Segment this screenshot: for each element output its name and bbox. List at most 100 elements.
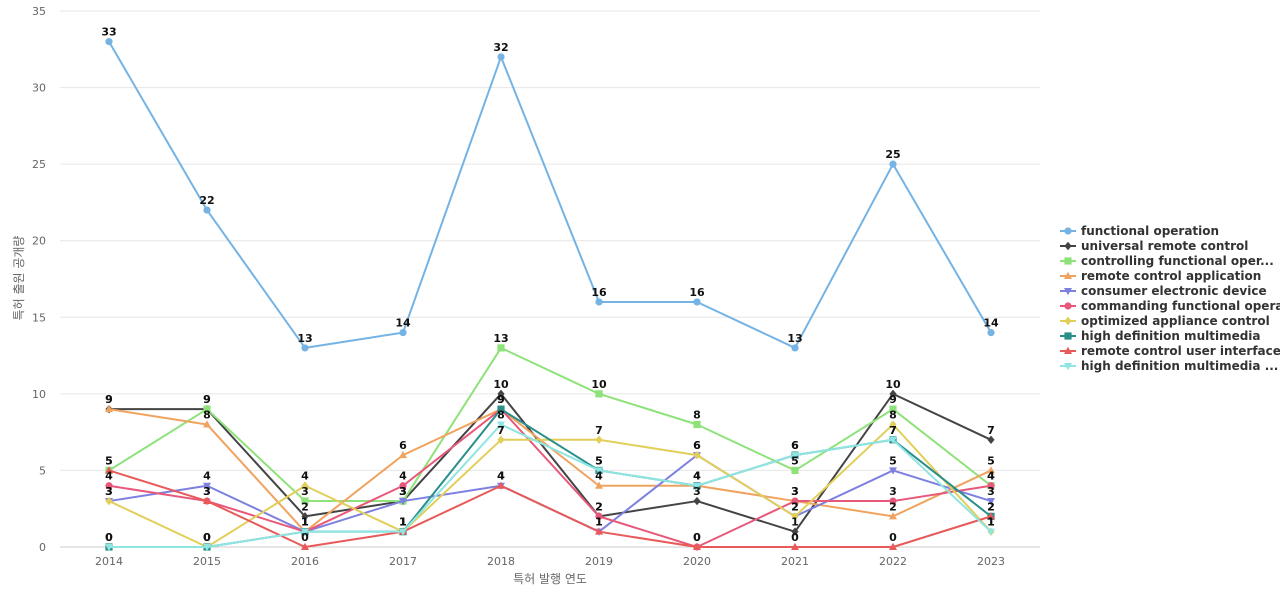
data-point — [105, 496, 113, 506]
x-tick-label: 2019 — [585, 555, 613, 568]
data-point — [399, 450, 407, 459]
data-point — [595, 390, 603, 398]
data-point — [889, 420, 897, 429]
data-label: 0 — [105, 531, 113, 544]
data-label: 1 — [399, 516, 407, 529]
data-label: 1 — [399, 516, 407, 529]
data-label: 0 — [105, 531, 113, 544]
legend-marker — [1064, 257, 1072, 265]
data-label: 3 — [203, 485, 211, 498]
x-tick-label: 2022 — [879, 555, 907, 568]
x-tick-label: 2017 — [389, 555, 417, 568]
data-point — [301, 481, 309, 490]
data-point — [203, 496, 211, 505]
data-label: 8 — [889, 408, 897, 421]
series-line — [108, 454, 992, 533]
data-label: 9 — [497, 393, 505, 406]
data-label: 8 — [693, 408, 701, 421]
data-label: 10 — [493, 378, 509, 391]
legend-item[interactable]: universal remote control — [1060, 239, 1248, 253]
data-point — [987, 498, 995, 506]
legend-marker — [1064, 227, 1072, 235]
series-10 — [105, 421, 995, 552]
data-point — [987, 528, 995, 536]
legend-item[interactable]: high definition multimedia ... — [1060, 359, 1278, 373]
data-label: 3 — [105, 485, 113, 498]
data-point — [497, 53, 505, 61]
data-label: 0 — [889, 531, 897, 544]
y-tick-label: 30 — [32, 82, 46, 95]
legend-label: consumer electronic device — [1081, 284, 1267, 298]
data-label: 2 — [889, 500, 897, 513]
data-label: 5 — [595, 454, 603, 467]
y-tick-label: 10 — [32, 388, 46, 401]
data-label: 6 — [791, 439, 799, 452]
data-point — [105, 404, 113, 413]
data-label: 1 — [301, 516, 309, 529]
data-label: 0 — [693, 531, 701, 544]
y-axis-title: 특허 출원 공개량 — [12, 236, 26, 321]
data-point — [791, 452, 799, 460]
data-point — [105, 38, 113, 46]
data-label: 14 — [983, 317, 999, 330]
data-point — [497, 435, 505, 444]
data-label: 3 — [399, 485, 407, 498]
data-label: 5 — [595, 454, 603, 467]
data-label: 0 — [203, 531, 211, 544]
data-label: 4 — [301, 470, 309, 483]
data-label: 4 — [105, 470, 113, 483]
y-tick-label: 5 — [39, 464, 46, 477]
legend-item[interactable]: remote control application — [1060, 269, 1261, 283]
data-label: 10 — [885, 378, 901, 391]
data-label: 1 — [791, 516, 799, 529]
data-point — [693, 420, 701, 429]
legend-label: functional operation — [1081, 224, 1219, 238]
y-tick-label: 20 — [32, 235, 46, 248]
data-label: 3 — [791, 485, 799, 498]
data-label: 1 — [595, 516, 603, 529]
legend-item[interactable]: commanding functional opera... — [1060, 299, 1280, 313]
data-label: 5 — [889, 454, 897, 467]
series-8 — [105, 405, 995, 551]
legend-item[interactable]: consumer electronic device — [1060, 284, 1267, 298]
data-point — [595, 512, 603, 520]
data-label: 4 — [693, 470, 701, 483]
legend-item[interactable]: high definition multimedia — [1060, 329, 1261, 343]
data-point — [203, 420, 211, 428]
data-label: 0 — [203, 531, 211, 544]
data-label: 1 — [301, 516, 309, 529]
legend-item[interactable]: functional operation — [1060, 224, 1219, 238]
data-label: 3 — [203, 485, 211, 498]
data-label: 4 — [203, 470, 211, 483]
data-point — [595, 435, 603, 444]
data-label: 9 — [105, 393, 113, 406]
legend-marker — [1064, 316, 1072, 326]
data-label: 4 — [497, 470, 505, 483]
data-label: 32 — [493, 41, 508, 54]
data-label: 9 — [497, 393, 505, 406]
data-label: 5 — [791, 454, 799, 467]
legend-item[interactable]: controlling functional oper... — [1060, 254, 1274, 268]
data-label: 1 — [399, 516, 407, 529]
y-tick-label: 35 — [32, 5, 46, 18]
series-line — [109, 392, 992, 533]
legend-item[interactable]: remote control user interface — [1060, 344, 1280, 358]
legend-marker — [1064, 363, 1072, 371]
data-point — [497, 421, 505, 429]
data-point — [595, 527, 603, 535]
x-axis-title: 특허 발행 연도 — [513, 571, 587, 586]
data-label: 6 — [693, 439, 701, 452]
data-label: 16 — [689, 286, 705, 299]
data-point — [301, 528, 309, 536]
legend-item[interactable]: optimized appliance control — [1060, 314, 1270, 328]
data-label: 5 — [105, 454, 113, 467]
data-point — [791, 466, 799, 475]
data-label: 1 — [987, 516, 995, 529]
y-axis-ticks: 0 5 10 15 20 25 30 35 — [32, 5, 46, 554]
data-label: 8 — [203, 408, 211, 421]
data-point — [399, 482, 407, 490]
legend-label: high definition multimedia ... — [1081, 359, 1278, 373]
data-point — [889, 497, 897, 505]
data-label: 1 — [595, 516, 603, 529]
